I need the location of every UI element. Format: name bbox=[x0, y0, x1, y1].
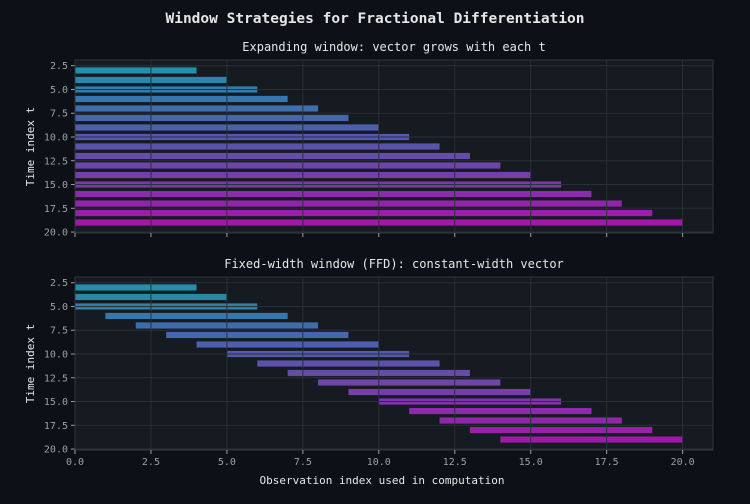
y-tick-label: 2.5 bbox=[50, 61, 68, 72]
chart-suptitle: Window Strategies for Fractional Differe… bbox=[165, 11, 584, 27]
window-bar bbox=[348, 388, 531, 396]
panel-title: Fixed-width window (FFD): constant-width… bbox=[224, 257, 564, 271]
window-bar bbox=[75, 209, 653, 217]
window-bar bbox=[166, 331, 349, 339]
y-tick-label: 20.0 bbox=[44, 228, 68, 239]
window-bar bbox=[75, 190, 592, 198]
window-bar bbox=[75, 284, 197, 291]
y-tick-label: 10.0 bbox=[44, 132, 68, 143]
y-tick-label: 20.0 bbox=[44, 445, 68, 456]
y-tick-label: 2.5 bbox=[50, 278, 68, 289]
y-tick-label: 15.0 bbox=[44, 180, 68, 191]
window-bar bbox=[105, 312, 288, 320]
y-tick-label: 15.0 bbox=[44, 397, 68, 408]
window-bar bbox=[469, 426, 653, 434]
window-bar bbox=[75, 114, 349, 122]
x-tick-label: 5.0 bbox=[218, 457, 236, 468]
x-tick-label: 15.0 bbox=[519, 457, 543, 468]
y-tick-label: 7.5 bbox=[50, 326, 68, 337]
window-bar bbox=[75, 143, 440, 150]
window-bar bbox=[75, 200, 622, 207]
window-bar bbox=[257, 360, 440, 367]
y-tick-label: 17.5 bbox=[44, 204, 68, 215]
y-tick-label: 12.5 bbox=[44, 373, 68, 384]
x-tick-label: 17.5 bbox=[595, 457, 619, 468]
y-tick-label: 7.5 bbox=[50, 109, 68, 120]
x-tick-label: 10.0 bbox=[367, 457, 391, 468]
y-tick-label: 5.0 bbox=[50, 302, 68, 313]
x-tick-label: 12.5 bbox=[443, 457, 467, 468]
window-bar bbox=[318, 379, 501, 386]
window-bar bbox=[75, 152, 470, 160]
window-bar bbox=[75, 105, 319, 112]
y-tick-label: 10.0 bbox=[44, 349, 68, 360]
x-axis-label: Observation index used in computation bbox=[259, 474, 504, 487]
x-tick-label: 20.0 bbox=[671, 457, 695, 468]
window-bar bbox=[196, 341, 379, 348]
panel-1: Fixed-width window (FFD): constant-width… bbox=[24, 257, 714, 487]
y-axis-label: Time index t bbox=[24, 107, 37, 186]
window-bar bbox=[409, 407, 592, 415]
y-tick-label: 17.5 bbox=[44, 421, 68, 432]
window-bar bbox=[75, 95, 288, 103]
x-tick-label: 7.5 bbox=[294, 457, 312, 468]
x-tick-label: 2.5 bbox=[142, 457, 160, 468]
window-bar bbox=[75, 67, 197, 74]
panel-title: Expanding window: vector grows with each… bbox=[242, 40, 545, 54]
y-tick-label: 12.5 bbox=[44, 156, 68, 167]
plot-frame bbox=[74, 59, 714, 234]
window-bar bbox=[75, 162, 501, 169]
panel-0: Expanding window: vector grows with each… bbox=[24, 40, 714, 239]
window-bar bbox=[500, 436, 683, 443]
y-tick-label: 5.0 bbox=[50, 85, 68, 96]
plot-frame bbox=[74, 276, 714, 451]
y-axis-label: Time index t bbox=[24, 324, 37, 403]
x-tick-label: 0.0 bbox=[66, 457, 84, 468]
